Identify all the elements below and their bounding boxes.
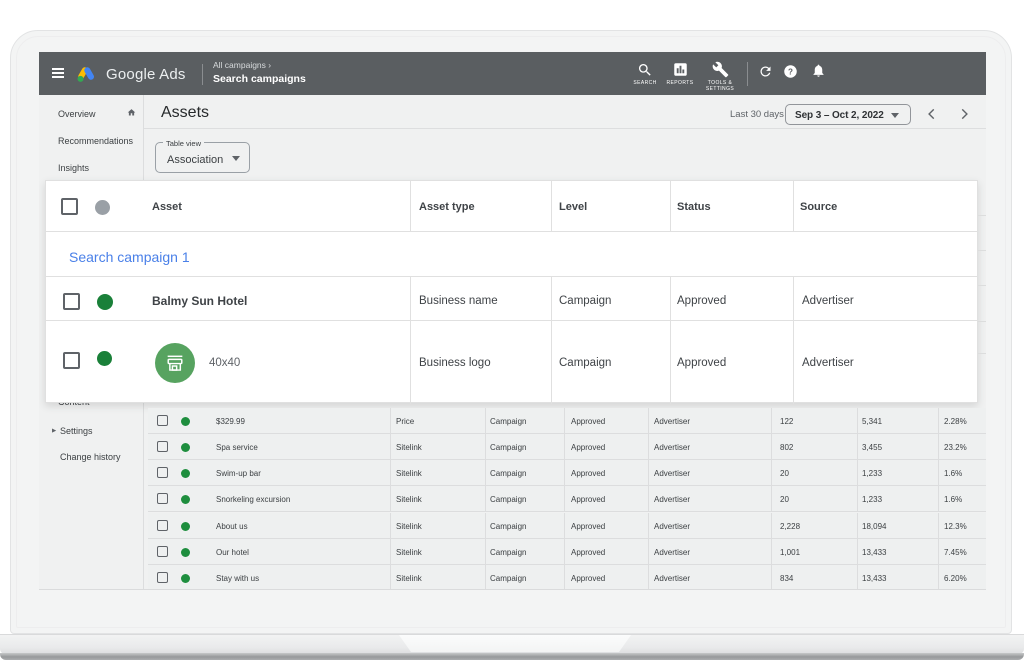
- svg-text:?: ?: [788, 68, 793, 77]
